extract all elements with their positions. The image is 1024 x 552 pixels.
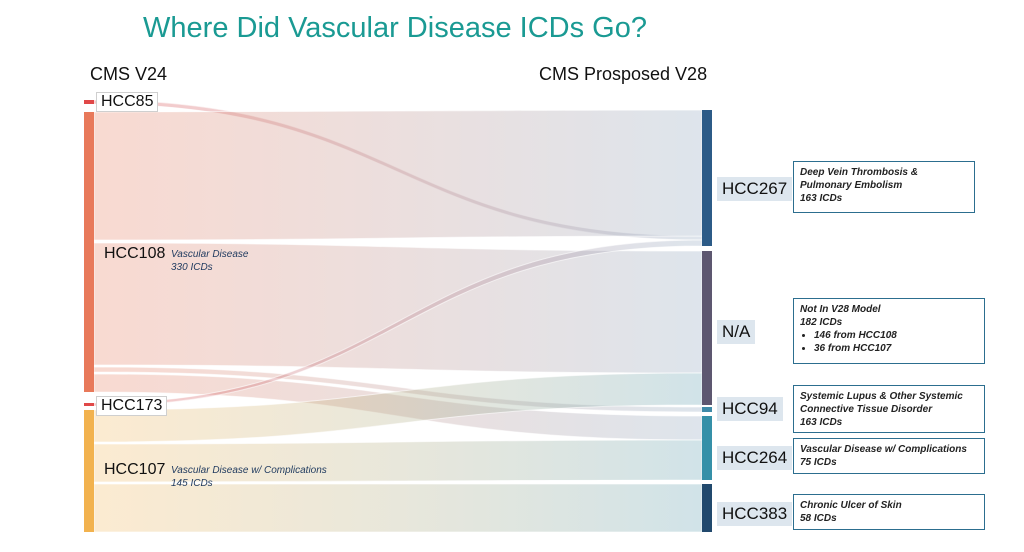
info-line: Deep Vein Thrombosis & [800,167,918,178]
source-note-title: Vascular Disease w/ Complications [171,465,327,476]
target-bar-hcc264 [702,416,712,480]
info-line: 182 ICDs [800,317,843,328]
info-line: Not In V28 Model [800,304,881,315]
info-box-hcc264: Vascular Disease w/ Complications 75 ICD… [793,438,985,474]
source-label-hcc107: HCC107 [104,461,166,478]
source-label-hcc108: HCC108 [104,245,166,262]
left-column-header: CMS V24 [90,64,168,84]
right-column-header: CMS Prosposed V28 [539,64,708,84]
source-bar-hcc173 [84,403,94,406]
target-label-hcc383: HCC383 [717,502,793,526]
target-label-hcc264: HCC264 [717,446,793,470]
info-line: Pulmonary Embolism [800,180,903,191]
info-line: 58 ICDs [800,513,837,524]
source-note-hcc107: Vascular Disease w/ Complications 145 IC… [171,464,327,490]
target-bar-na [702,251,712,405]
source-note-count: 145 ICDs [171,478,213,489]
source-bar-hcc108 [84,112,94,392]
source-bar-hcc85 [84,100,94,104]
info-line: 163 ICDs [800,193,843,204]
source-note-hcc108: Vascular Disease 330 ICDs [171,248,248,274]
target-bar-hcc94 [702,407,712,412]
flow-layer [93,99,703,533]
info-box-na: Not In V28 Model 182 ICDs 146 from HCC10… [793,298,985,364]
info-line: Connective Tissue Disorder [800,404,933,415]
target-label-hcc267: HCC267 [717,177,793,201]
info-line: Vascular Disease w/ Complications [800,444,967,455]
source-label-hcc85: HCC85 [96,92,159,112]
target-label-na: N/A [717,320,756,344]
target-bar-hcc383 [702,484,712,532]
info-box-hcc267: Deep Vein Thrombosis & Pulmonary Embolis… [793,161,975,213]
target-label-hcc94: HCC94 [717,397,783,421]
info-bullet: 146 from HCC108 [814,329,978,342]
info-line: 75 ICDs [800,457,837,468]
node-layer [84,100,712,532]
info-line: Chronic Ulcer of Skin [800,500,902,511]
info-bullet-list: 146 from HCC108 36 from HCC107 [800,329,978,355]
source-bar-hcc107 [84,410,94,532]
source-note-title: Vascular Disease [171,249,249,260]
target-bar-hcc267 [702,110,712,246]
source-label-hcc173: HCC173 [96,396,168,416]
flow-hcc108-to-hcc267 [93,109,703,241]
info-line: Systemic Lupus & Other Systemic [800,391,963,402]
info-line: 163 ICDs [800,417,843,428]
info-box-hcc383: Chronic Ulcer of Skin 58 ICDs [793,494,985,530]
info-box-hcc94: Systemic Lupus & Other Systemic Connecti… [793,385,985,433]
flow-hcc107-to-hcc383 [93,483,703,533]
source-note-count: 330 ICDs [171,262,213,273]
info-bullet: 36 from HCC107 [814,342,978,355]
page-title: Where Did Vascular Disease ICDs Go? [143,12,647,44]
